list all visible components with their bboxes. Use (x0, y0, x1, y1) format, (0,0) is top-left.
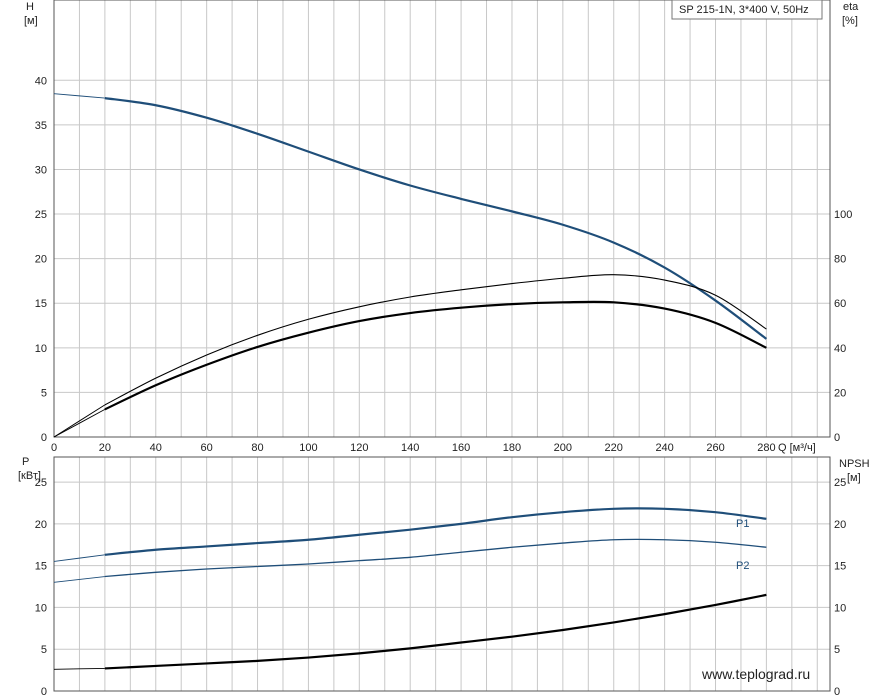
top-left-tick-label: 10 (35, 343, 47, 355)
top-right-tick-label: 0 (834, 432, 840, 444)
bottom-left-tick-label: 25 (35, 477, 47, 489)
bottom-right-tick-label: 25 (834, 477, 846, 489)
bottom-left-tick-label: 20 (35, 519, 47, 531)
top-series-1-line (104, 274, 767, 406)
bottom-left-tick-label: 5 (41, 644, 47, 656)
npsh-axis-unit: [м] (847, 472, 861, 484)
bottom-left-tick-label: 0 (41, 686, 47, 698)
bottom-right-tick-label: 20 (834, 519, 846, 531)
top-x-tick-label: 200 (554, 442, 572, 454)
top-x-tick-label: 260 (706, 442, 724, 454)
watermark: www.teplograd.ru (701, 666, 810, 682)
bottom-series-1-lead-line (53, 576, 105, 583)
top-series-2-line (104, 300, 767, 411)
bottom-left-tick-label: 15 (35, 561, 47, 573)
top-x-tick-label: 60 (201, 442, 213, 454)
bottom-series-2-line (104, 593, 767, 670)
top-x-tick-label: 100 (299, 442, 317, 454)
p1-series-label: P1 (736, 518, 749, 530)
chart-title: SP 215-1N, 3*400 V, 50Hz (679, 4, 809, 16)
top-x-tick-label: 140 (401, 442, 419, 454)
bottom-right-tick-label: 15 (834, 561, 846, 573)
top-x-tick-label: 120 (350, 442, 368, 454)
bottom-series-1-line (104, 538, 767, 578)
top-left-tick-label: 5 (41, 387, 47, 399)
top-right-tick-label: 20 (834, 387, 846, 399)
bottom-series-0-line (104, 507, 767, 556)
bottom-plot-frame (53, 456, 831, 692)
top-tick-labels: 0 5 10 15 20 25 30 35 40 0 20 40 60 80 100 0 20 40 60 80 100… (35, 75, 853, 454)
top-series-0-lead-line (53, 93, 105, 99)
top-left-tick-label: 0 (41, 432, 47, 444)
bottom-series-0-lead-line (53, 554, 105, 562)
bottom-left-tick-label: 10 (35, 602, 47, 614)
p2-series-label: P2 (736, 560, 749, 572)
bottom-right-tick-label: 10 (834, 602, 846, 614)
bottom-right-tick-label: 0 (834, 686, 840, 698)
p-axis-name: P (22, 456, 29, 468)
top-x-tick-label: 180 (503, 442, 521, 454)
bottom-grid (54, 457, 830, 692)
top-left-tick-label: 30 (35, 164, 47, 176)
top-x-tick-label: 0 (51, 442, 57, 454)
top-x-tick-label: 20 (99, 442, 111, 454)
eta-axis-name: eta (843, 1, 859, 13)
npsh-axis-name: NPSH (839, 458, 870, 470)
top-series-0-line (104, 97, 768, 340)
bottom-tick-labels: 0 5 10 15 20 25 0 5 10 15 20 25 (35, 477, 847, 698)
top-left-tick-label: 40 (35, 75, 47, 87)
top-x-tick-label: 160 (452, 442, 470, 454)
top-right-tick-label: 100 (834, 209, 852, 221)
top-left-tick-label: 35 (35, 120, 47, 132)
top-left-tick-label: 20 (35, 254, 47, 266)
top-plot-frame (53, 0, 831, 438)
h-axis-unit: [м] (24, 15, 38, 27)
bottom-series (53, 507, 767, 670)
top-x-tick-label: 40 (150, 442, 162, 454)
bottom-right-tick-label: 5 (834, 644, 840, 656)
top-left-tick-label: 15 (35, 298, 47, 310)
bottom-series-2-lead-line (53, 667, 105, 670)
top-x-tick-label: 280 (757, 442, 775, 454)
top-right-tick-label: 80 (834, 254, 846, 266)
q-axis-label: Q [м³/ч] (778, 442, 816, 454)
eta-axis-unit: [%] (842, 15, 858, 27)
top-series-2-lead-line (53, 408, 106, 438)
top-right-tick-label: 60 (834, 298, 846, 310)
p-axis-unit: [кВт] (18, 470, 41, 482)
h-axis-name: H (26, 1, 34, 13)
top-left-tick-label: 25 (35, 209, 47, 221)
top-x-tick-label: 240 (655, 442, 673, 454)
top-right-tick-label: 40 (834, 343, 846, 355)
top-x-tick-label: 220 (605, 442, 623, 454)
top-x-tick-label: 80 (251, 442, 263, 454)
title-box (671, 0, 823, 20)
top-series (53, 93, 768, 438)
